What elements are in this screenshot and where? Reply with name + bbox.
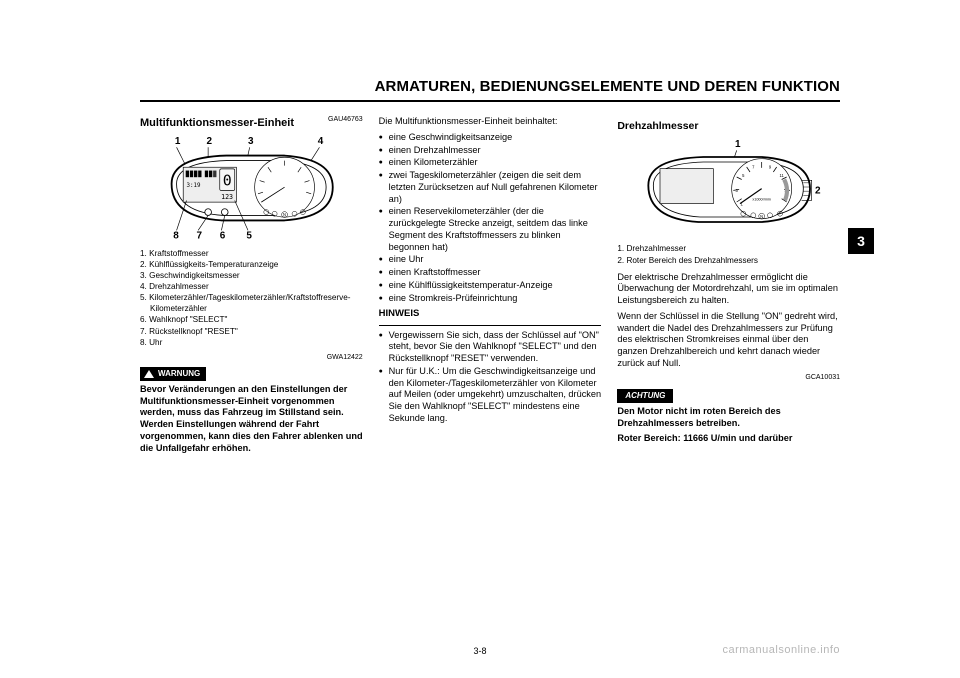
svg-text:7: 7 bbox=[197, 231, 203, 242]
col1-heading-text: Multifunktionsmesser-Einheit bbox=[140, 117, 294, 129]
legend-item: 5. Kilometerzähler/Tageskilometerzähler/… bbox=[140, 292, 363, 314]
col3-legend: 1. Drehzahlmesser 2. Roter Bereich des D… bbox=[617, 243, 840, 265]
warn-code: GWA12422 bbox=[140, 354, 363, 363]
list-item: einen Drehzahlmesser bbox=[379, 145, 602, 157]
legend-item: 4. Drehzahlmesser bbox=[140, 281, 363, 292]
legend-item: 8. Uhr bbox=[140, 337, 363, 348]
list-item: Nur für U.K.: Um die Geschwindigkeitsanz… bbox=[379, 366, 602, 425]
watermark: carmanualsonline.info bbox=[722, 644, 840, 656]
legend-item: 1. Kraftstoffmesser bbox=[140, 248, 363, 259]
svg-text:3: 3 bbox=[248, 136, 254, 147]
gau-code: GAU46763 bbox=[328, 116, 363, 125]
achtung-badge: ACHTUNG bbox=[617, 389, 673, 403]
svg-text:2: 2 bbox=[206, 136, 212, 147]
gauge-svg: 1 2 3 4 bbox=[140, 134, 363, 242]
legend-item: 2. Kühlflüssigkeits-Temperaturanzeige bbox=[140, 259, 363, 270]
hinweis-list: Vergewissern Sie sich, dass der Schlüsse… bbox=[379, 330, 602, 425]
svg-text:123: 123 bbox=[221, 193, 233, 201]
column-3: Drehzahlmesser 1 bbox=[617, 116, 840, 634]
hinweis-heading: HINWEIS bbox=[379, 308, 602, 320]
list-item: eine Stromkreis-Prüfeinrichtung bbox=[379, 293, 602, 305]
svg-text:x1000r/min: x1000r/min bbox=[753, 198, 772, 202]
list-item: einen Kraftstoffmesser bbox=[379, 267, 602, 279]
svg-text:11: 11 bbox=[780, 173, 785, 178]
svg-text:2: 2 bbox=[815, 186, 821, 197]
hinweis-rule bbox=[379, 325, 602, 326]
svg-text:8: 8 bbox=[173, 231, 179, 242]
legend-item: 2. Roter Bereich des Drehzahlmessers bbox=[617, 255, 840, 266]
page-number: 3-8 bbox=[473, 646, 486, 656]
list-item: einen Reservekilometerzähler (der die zu… bbox=[379, 206, 602, 253]
col1-legend: 1. Kraftstoffmesser 2. Kühlflüssigkeits-… bbox=[140, 248, 363, 348]
legend-item: 3. Geschwindigkeitsmesser bbox=[140, 270, 363, 281]
content-columns: GAU46763 Multifunktionsmesser-Einheit 1 … bbox=[140, 116, 840, 634]
achtung-code: GCA10031 bbox=[617, 374, 840, 383]
warning-badge: WARNUNG bbox=[140, 367, 206, 381]
list-item: einen Kilometerzähler bbox=[379, 157, 602, 169]
feature-list: eine Geschwindigkeitsanzeige einen Drehz… bbox=[379, 132, 602, 305]
page: ARMATUREN, BEDIENUNGSELEMENTE UND DEREN … bbox=[0, 0, 960, 678]
tacho-figure: 1 bbox=[617, 137, 840, 237]
list-item: zwei Tageskilometerzähler (zeigen die se… bbox=[379, 170, 602, 205]
list-item: eine Uhr bbox=[379, 254, 602, 266]
svg-text:6: 6 bbox=[220, 231, 226, 242]
header-rule bbox=[140, 100, 840, 102]
list-item: eine Geschwindigkeitsanzeige bbox=[379, 132, 602, 144]
list-item: eine Kühlflüssigkeitstemperatur-Anzeige bbox=[379, 280, 602, 292]
tacho-svg: 1 bbox=[617, 137, 840, 237]
svg-text:4: 4 bbox=[318, 136, 324, 147]
svg-text:0: 0 bbox=[223, 172, 232, 190]
legend-item: 6. Wahlknopf "SELECT" bbox=[140, 314, 363, 325]
list-item: Vergewissern Sie sich, dass der Schlüsse… bbox=[379, 330, 602, 365]
col3-para1: Der elektrische Drehzahlmesser ermöglich… bbox=[617, 272, 840, 307]
warning-text: Bevor Veränderungen an den Einstellungen… bbox=[140, 384, 363, 455]
col1-heading: GAU46763 Multifunktionsmesser-Einheit bbox=[140, 116, 363, 130]
svg-text:N: N bbox=[761, 214, 764, 219]
multifunction-gauge-figure: 1 2 3 4 bbox=[140, 134, 363, 242]
legend-item: 1. Drehzahlmesser bbox=[617, 243, 840, 254]
column-1: GAU46763 Multifunktionsmesser-Einheit 1 … bbox=[140, 116, 363, 634]
svg-text:3:19: 3:19 bbox=[187, 183, 201, 189]
svg-text:1: 1 bbox=[175, 136, 181, 147]
page-title: ARMATUREN, BEDIENUNGSELEMENTE UND DEREN … bbox=[375, 78, 840, 95]
col3-para2: Wenn der Schlüssel in die Stellung "ON" … bbox=[617, 311, 840, 370]
svg-text:5: 5 bbox=[246, 231, 252, 242]
col2-intro: Die Multifunktionsmesser-Einheit beinhal… bbox=[379, 116, 602, 128]
achtung-text-1: Den Motor nicht im roten Bereich des Dre… bbox=[617, 406, 840, 430]
col3-heading: Drehzahlmesser bbox=[617, 120, 840, 133]
achtung-text-2: Roter Bereich: 11666 U/min und darüber bbox=[617, 433, 840, 445]
svg-text:N: N bbox=[283, 212, 286, 217]
warning-label: WARNUNG bbox=[158, 369, 200, 379]
svg-text:1: 1 bbox=[735, 139, 741, 150]
column-2: Die Multifunktionsmesser-Einheit beinhal… bbox=[379, 116, 602, 634]
chapter-tab: 3 bbox=[848, 228, 874, 254]
legend-item: 7. Rückstellknopf "RESET" bbox=[140, 326, 363, 337]
warning-triangle-icon bbox=[144, 370, 154, 378]
